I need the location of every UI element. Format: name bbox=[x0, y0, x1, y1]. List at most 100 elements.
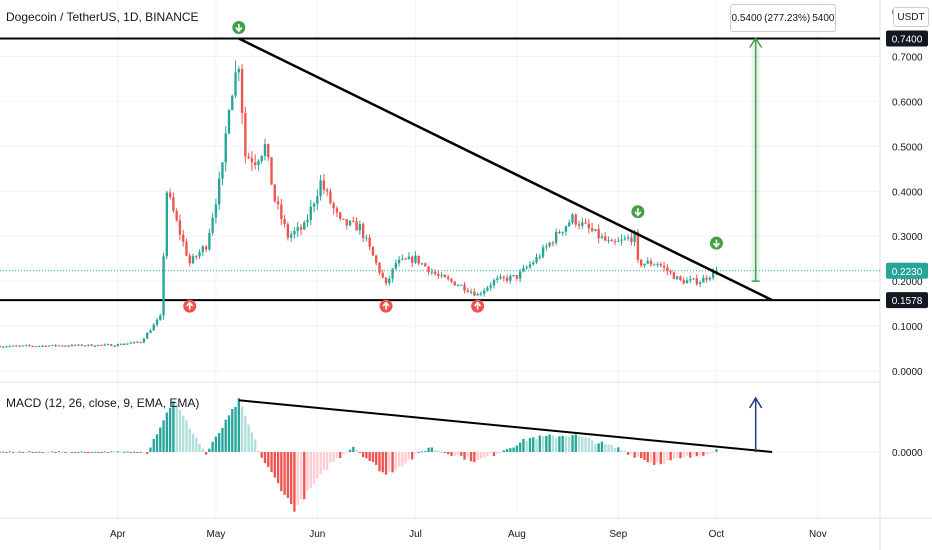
candle-body bbox=[293, 231, 296, 235]
macd-bar bbox=[8, 451, 11, 453]
candle-body bbox=[218, 178, 221, 205]
macd-bar bbox=[24, 452, 28, 453]
macd-bar bbox=[211, 441, 214, 452]
macd-bar bbox=[41, 452, 44, 453]
candle-body bbox=[378, 262, 381, 273]
candle bbox=[185, 238, 188, 257]
candle-body bbox=[581, 222, 584, 226]
macd-bar bbox=[463, 452, 466, 460]
candle-body bbox=[636, 231, 640, 260]
macd-bar bbox=[404, 452, 407, 464]
candle-body bbox=[159, 315, 162, 320]
candle-body bbox=[512, 275, 515, 277]
candle bbox=[90, 344, 93, 347]
candle-body bbox=[162, 256, 165, 316]
candle-body bbox=[234, 72, 237, 96]
candle bbox=[312, 202, 316, 213]
candle-body bbox=[339, 212, 342, 219]
currency-badge[interactable]: USDT bbox=[893, 7, 929, 27]
macd-bar bbox=[309, 452, 312, 488]
horizontal-levels[interactable] bbox=[0, 37, 880, 302]
macd-bar bbox=[208, 448, 211, 452]
macd-bar bbox=[564, 436, 568, 452]
candle bbox=[38, 345, 41, 348]
macd-bar bbox=[70, 451, 74, 453]
macd-bar bbox=[613, 448, 617, 452]
candle bbox=[617, 237, 620, 243]
time-axis-label: Sep bbox=[609, 529, 627, 540]
candle-body bbox=[335, 208, 339, 213]
candle bbox=[502, 275, 505, 282]
candle-body bbox=[257, 161, 260, 165]
candle-body bbox=[129, 342, 133, 344]
macd-bar bbox=[54, 452, 57, 453]
candle-body bbox=[711, 271, 715, 278]
candle bbox=[152, 323, 155, 331]
macd-bar bbox=[669, 452, 672, 461]
macd-bar bbox=[528, 438, 532, 452]
macd-bar bbox=[142, 452, 146, 453]
candle-body bbox=[250, 158, 254, 163]
macd-bar bbox=[505, 449, 509, 452]
macd-bar bbox=[289, 452, 293, 505]
macd-bar bbox=[319, 452, 322, 475]
candle-body bbox=[2, 346, 5, 348]
candle-body bbox=[715, 270, 718, 272]
candle bbox=[149, 328, 152, 334]
candle-body bbox=[132, 341, 136, 343]
macd-title: MACD (12, 26, close, 9, EMA, EMA) bbox=[6, 396, 200, 410]
candle-body bbox=[182, 234, 185, 242]
macd-bar bbox=[329, 452, 332, 463]
macd-bar bbox=[587, 438, 591, 452]
time-axis-label: Aug bbox=[508, 529, 526, 540]
candle-body bbox=[224, 133, 227, 163]
macd-bar bbox=[633, 452, 636, 458]
candle bbox=[574, 213, 577, 228]
candle bbox=[365, 234, 368, 242]
candle bbox=[518, 268, 522, 283]
candle bbox=[479, 291, 483, 297]
candle bbox=[195, 255, 198, 260]
candle bbox=[600, 233, 604, 240]
candle bbox=[512, 274, 515, 277]
candle bbox=[283, 214, 286, 228]
candle-body bbox=[433, 271, 437, 275]
macd-bar bbox=[479, 452, 483, 459]
macd-bar bbox=[316, 452, 319, 479]
macd-bar bbox=[218, 433, 221, 452]
candle-body bbox=[702, 277, 705, 283]
macd-bar bbox=[335, 452, 339, 458]
macd-bar bbox=[283, 452, 286, 495]
candle bbox=[381, 269, 384, 279]
candle bbox=[420, 262, 424, 266]
macd-bar bbox=[551, 435, 555, 452]
macd-bar bbox=[342, 452, 345, 455]
candle bbox=[371, 246, 375, 256]
macd-bar bbox=[574, 434, 577, 452]
candle-body bbox=[175, 210, 178, 221]
macd-bar bbox=[489, 452, 492, 454]
candle-body bbox=[155, 319, 159, 325]
candle-body bbox=[643, 263, 646, 266]
macd-bar bbox=[361, 452, 365, 458]
candle bbox=[626, 234, 630, 241]
macd-bar bbox=[620, 450, 623, 452]
macd-bar bbox=[136, 452, 139, 453]
macd-bar bbox=[702, 452, 705, 456]
drawings[interactable] bbox=[238, 37, 773, 453]
candle-body bbox=[381, 272, 384, 278]
candles bbox=[0, 60, 718, 348]
candle-body bbox=[646, 261, 649, 264]
candle bbox=[698, 280, 702, 288]
candle bbox=[662, 261, 666, 272]
macd-bar bbox=[561, 435, 564, 452]
candle bbox=[303, 220, 306, 231]
candle-body bbox=[515, 275, 519, 279]
candle bbox=[18, 345, 21, 347]
candle bbox=[240, 63, 244, 124]
macd-bar bbox=[597, 443, 600, 452]
candle-body bbox=[355, 221, 358, 231]
macd-bar bbox=[649, 452, 653, 463]
